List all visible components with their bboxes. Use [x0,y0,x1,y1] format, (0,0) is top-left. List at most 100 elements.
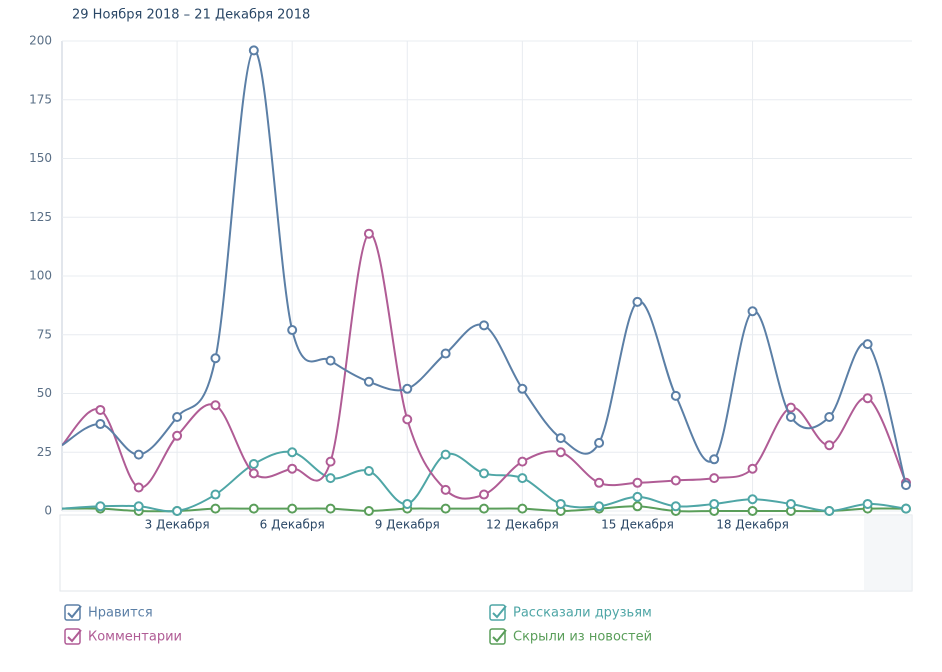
point [785,412,796,422]
point [670,501,681,512]
point [440,503,451,514]
point [594,477,605,488]
point [785,498,796,509]
point [555,498,566,509]
point [325,456,336,467]
legend-label: Нравится [88,606,153,621]
y-tick-label: 25 [37,445,52,459]
point [824,506,835,516]
point [555,447,566,458]
point [479,489,489,500]
navigator-window[interactable] [864,515,912,591]
x-tick-label: 15 Декабря [601,518,674,532]
point [901,480,911,491]
point [287,463,298,474]
point [172,412,183,422]
point [555,433,566,444]
point [172,506,183,516]
navigator[interactable] [59,514,913,592]
x-tick-label: 9 Декабря [375,518,440,532]
point [862,498,873,509]
point [517,473,528,484]
legend-check [67,629,82,643]
point [248,45,259,56]
point [325,355,336,366]
legend-checkbox[interactable] [489,628,506,645]
legend-check [492,605,507,619]
point [440,449,451,460]
point [363,228,374,239]
point [95,419,106,430]
y-tick-label: 50 [37,386,52,400]
legend-label: Рассказали друзьям [513,606,652,621]
point [632,491,643,502]
point [709,473,720,484]
point [709,498,720,509]
point [287,447,298,458]
legend-label: Комментарии [88,630,182,645]
point [363,466,374,477]
point [594,501,605,512]
point [325,503,336,514]
point [747,306,758,317]
point [402,383,413,394]
x-tick-label: 18 Декабря [716,518,789,532]
point [210,353,221,364]
point [594,437,605,448]
legend-checkbox[interactable] [489,604,506,621]
point [824,440,835,451]
point [670,390,681,401]
point [133,482,144,493]
point [210,400,221,411]
chart-title: 29 Ноября 2018 – 21 Декабря 2018 [72,8,310,23]
series-line [62,49,907,486]
point [363,376,374,387]
legend-checkbox[interactable] [64,604,81,621]
point [479,320,489,331]
legend-checkbox[interactable] [64,628,81,645]
y-tick-label: 100 [29,269,52,283]
point [824,412,835,422]
y-tick-label: 75 [37,327,52,341]
point [479,503,489,514]
y-tick-label: 175 [29,92,52,106]
plot [62,45,911,516]
point [440,484,451,495]
point [517,383,528,394]
point [210,503,221,514]
legend-check [492,629,507,643]
point [632,501,643,512]
point [440,348,451,359]
point [747,506,758,516]
y-tick-label: 200 [29,34,52,48]
point [747,463,758,474]
y-tick-label: 150 [29,151,52,165]
point [287,325,298,336]
point [95,501,106,512]
x-tick-label: 3 Декабря [145,518,210,532]
point [402,414,413,425]
point [901,503,911,514]
point [632,296,643,307]
point [287,503,298,514]
point [210,489,221,500]
point [95,404,106,415]
point [402,498,413,509]
point [133,449,144,460]
point [172,430,183,441]
point [862,393,873,404]
point [747,494,758,505]
point [248,468,259,479]
series-line [62,450,907,513]
point [363,506,374,516]
point [479,468,489,479]
series-line [62,232,907,500]
point [632,477,643,488]
y-tick-label: 125 [29,210,52,224]
point [248,459,259,469]
point [862,339,873,350]
point [133,501,144,512]
x-tick-label: 12 Декабря [486,518,559,532]
y-tick-label: 0 [44,504,52,518]
